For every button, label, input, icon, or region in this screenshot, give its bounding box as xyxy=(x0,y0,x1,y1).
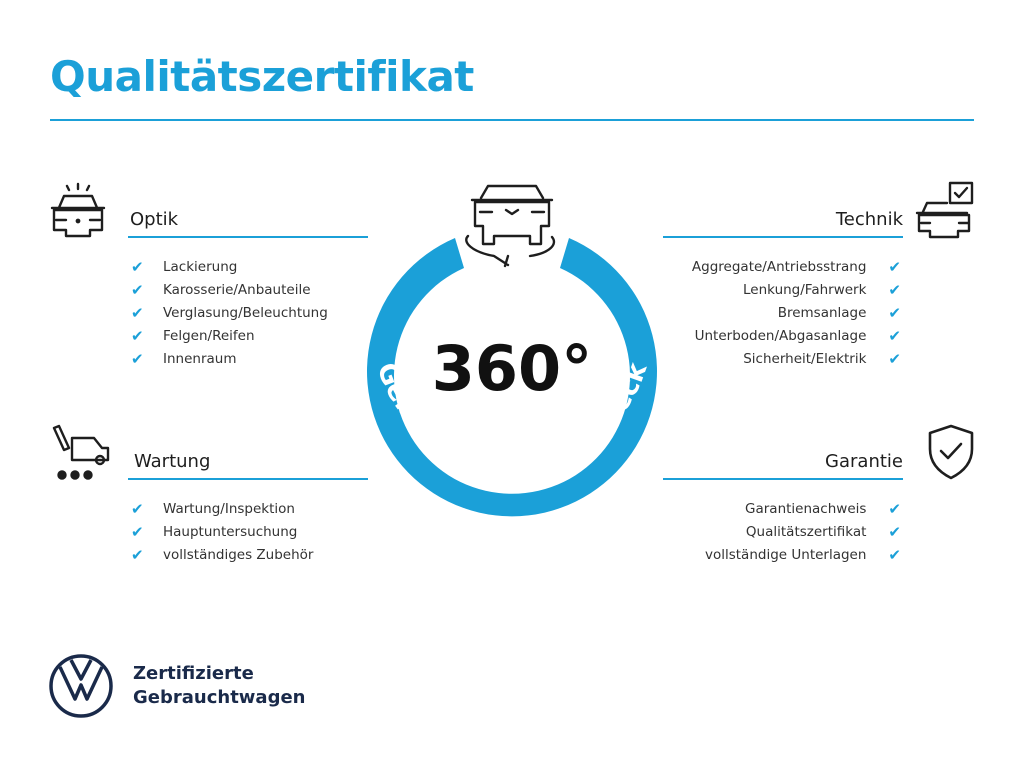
list-item: ✔ vollständiges Zubehör xyxy=(131,545,314,564)
service-van-icon xyxy=(52,424,110,480)
page-title: Qualitätszertifikat xyxy=(50,52,474,101)
check-icon: ✔ xyxy=(131,280,144,299)
check-icon: ✔ xyxy=(888,326,901,345)
section-heading: Wartung xyxy=(128,451,368,480)
check-icon: ✔ xyxy=(131,257,144,276)
brand-text: Zertifizierte Gebrauchtwagen xyxy=(133,663,306,708)
check-icon: ✔ xyxy=(888,257,901,276)
list-item: Qualitätszertifikat ✔ xyxy=(745,522,901,541)
check-icon: ✔ xyxy=(131,522,144,541)
list-item: Sicherheit/Elektrik ✔ xyxy=(743,349,901,368)
list-item: Aggregate/Antriebsstrang ✔ xyxy=(691,257,901,276)
shield-check-icon xyxy=(928,424,974,480)
vw-logo xyxy=(49,654,113,718)
car-rotate-icon xyxy=(465,184,556,268)
check-icon: ✔ xyxy=(888,280,901,299)
check-icon: ✔ xyxy=(131,326,144,345)
check-icon: ✔ xyxy=(888,545,901,564)
section-optik: Optik ✔ Lackierung ✔ Karosserie/Anbauteile… xyxy=(128,209,368,370)
list-item: Lenkung/Fahrwerk ✔ xyxy=(743,280,901,299)
list-item: ✔ Karosserie/Anbauteile xyxy=(131,280,311,299)
check-icon: ✔ xyxy=(131,303,144,322)
check-icon: ✔ xyxy=(131,499,144,518)
title-divider xyxy=(50,119,974,121)
section-garantie: Garantie Garantienachweis ✔ Qualitätszert… xyxy=(663,451,903,566)
list-item: ✔ Hauptuntersuchung xyxy=(131,522,298,541)
check-icon: ✔ xyxy=(888,349,901,368)
list-item: Unterboden/Abgasanlage ✔ xyxy=(694,326,901,345)
check-icon: ✔ xyxy=(888,522,901,541)
360-label: 360° xyxy=(432,332,592,405)
list-item: Bremsanlage ✔ xyxy=(777,303,901,322)
list-item: ✔ Verglasung/Beleuchtung xyxy=(131,303,328,322)
section-heading: Garantie xyxy=(663,451,903,480)
section-wartung: Wartung ✔ Wartung/Inspektion ✔ Hauptunters… xyxy=(128,451,368,566)
list-item: ✔ Innenraum xyxy=(131,349,237,368)
list-item: ✔ Lackierung xyxy=(131,257,238,276)
check-icon: ✔ xyxy=(888,303,901,322)
check-icon: ✔ xyxy=(888,499,901,518)
check-icon: ✔ xyxy=(131,349,144,368)
section-heading: Technik xyxy=(663,209,903,238)
list-item: ✔ Felgen/Reifen xyxy=(131,326,255,345)
list-item: ✔ Wartung/Inspektion xyxy=(131,499,295,518)
section-technik: Technik Aggregate/Antriebsstrang ✔ Lenkun… xyxy=(663,209,903,370)
list-item: vollständige Unterlagen ✔ xyxy=(704,545,901,564)
check-icon: ✔ xyxy=(131,545,144,564)
section-heading: Optik xyxy=(128,209,368,238)
list-item: Garantienachweis ✔ xyxy=(745,499,901,518)
car-lights-icon xyxy=(50,182,106,238)
car-checkbox-icon xyxy=(915,181,974,239)
